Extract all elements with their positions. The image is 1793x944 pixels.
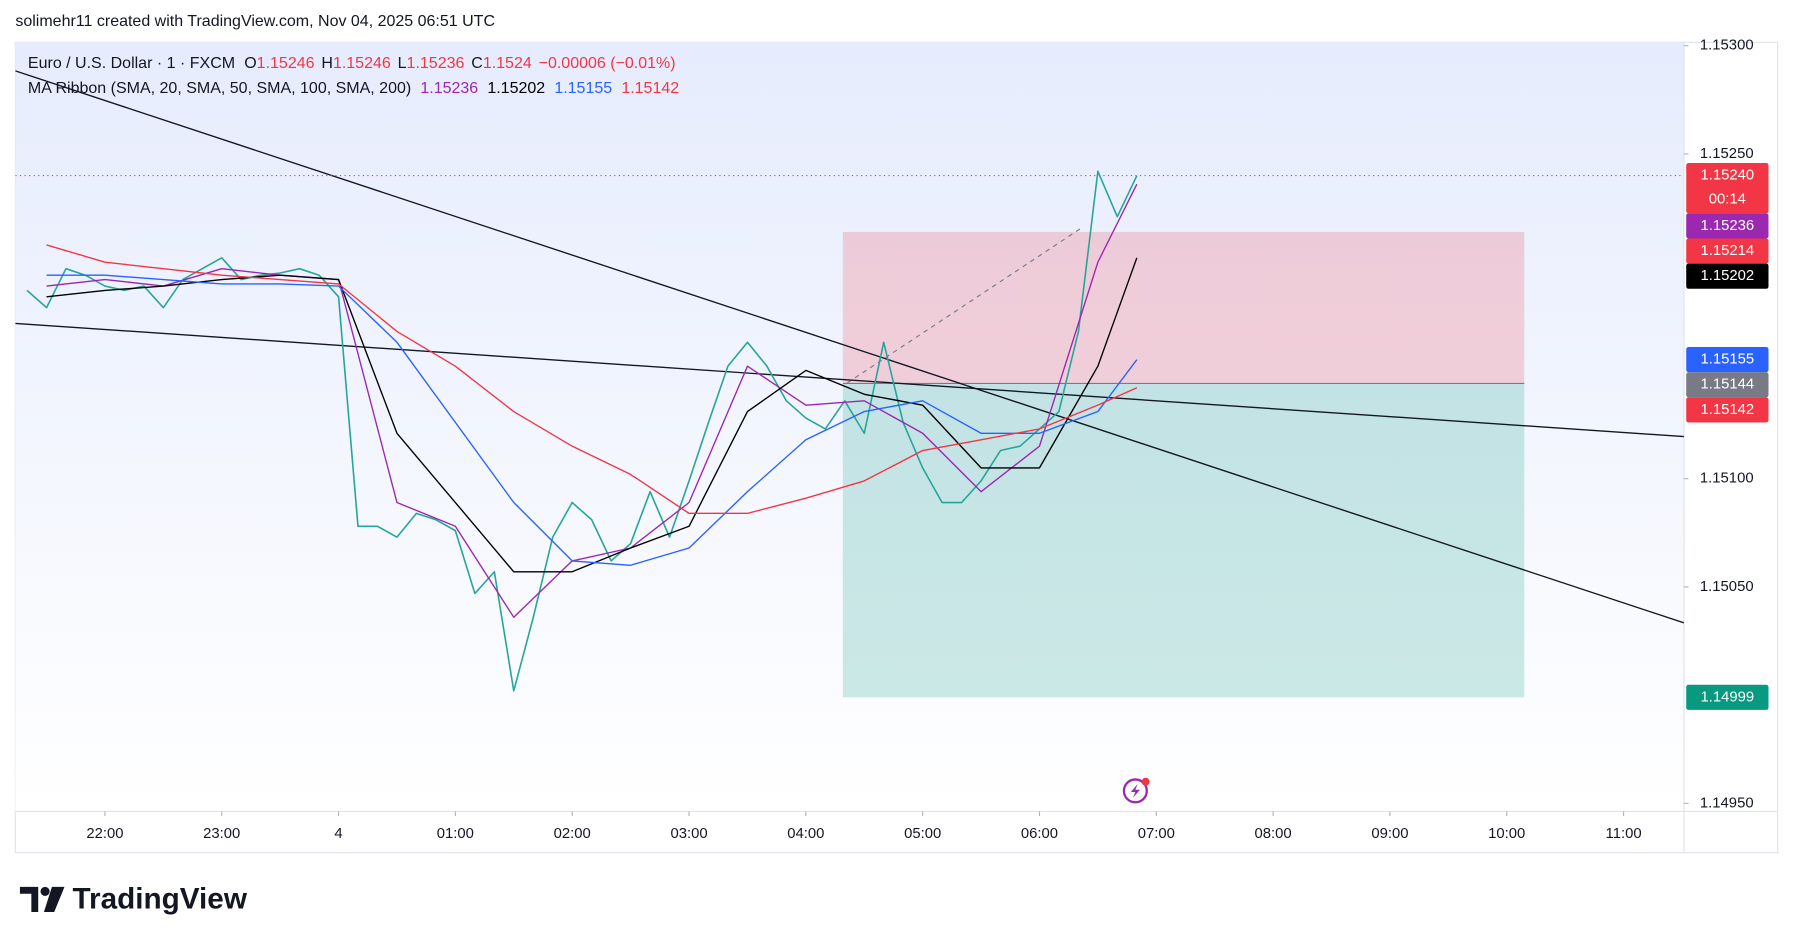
x-tick-label: 08:00 [1255,826,1292,842]
ohlc-value: 1.15246 [257,55,315,72]
ohlc-value: 1.1524 [483,55,532,72]
price-label-box [1686,397,1769,423]
indicator: MA Ribbon (SMA, 20, SMA, 50, SMA, 100, S… [28,80,411,97]
trend-line [15,70,1684,624]
x-tick-label: 4 [334,826,342,842]
x-tick-label: 09:00 [1371,826,1408,842]
price-label: 1.15142 [1701,402,1755,418]
logo: TradingView [19,882,248,915]
logo-mark [40,886,50,896]
price-label-box [1686,213,1769,239]
ma-value: 1.15236 [420,80,478,97]
price-label: 1.15202 [1701,268,1755,284]
ohlc-key: O [244,55,256,72]
logo-mark [19,886,39,912]
x-tick-label: 23:00 [203,826,240,842]
position-tool [842,231,1525,698]
price-label-box [1686,372,1769,398]
y-tick-label: 1.15250 [1700,146,1754,162]
ma-line [46,244,1138,515]
x-tick-label: 10:00 [1488,826,1525,842]
icon-ring [1122,778,1148,804]
y-tick-label: 1.15100 [1700,471,1754,487]
ma-value: 1.15142 [621,80,679,97]
legend: Euro / U.S. Dollar · 1 · FXCM O1.15246 H1.… [28,55,679,97]
price-label-box [1686,263,1769,289]
ohlc-key: H [321,55,333,72]
legend-ma: MA Ribbon (SMA, 20, SMA, 50, SMA, 100, S… [28,80,679,97]
ohlc-value: 1.15246 [333,55,391,72]
plot [15,70,1684,698]
x-tick-label: 05:00 [904,826,941,842]
icon-bolt [1130,784,1140,798]
ohlc-value: 1.15236 [407,55,465,72]
x-tick-label: 11:00 [1606,826,1642,842]
target-zone [842,383,1525,698]
y-tick-label: 1.14950 [1700,795,1754,811]
price-label-box [1686,163,1769,214]
x-tick-label: 07:00 [1138,826,1175,842]
x-tick-label: 01:00 [437,826,474,842]
ma-value: 1.15202 [487,80,545,97]
x-tick-label: 02:00 [554,826,591,842]
price-label: 1.14999 [1701,689,1755,705]
alert-icon [1122,777,1150,804]
symbol: Euro / U.S. Dollar · 1 · FXCM [28,55,235,72]
axes: 1.15300 1.15250 1.15100 1.15050 1.14950 22:00… [86,38,1769,842]
change: −0.00006 (−0.01%) [539,55,676,72]
price-label: 1.15240 [1701,168,1755,184]
ohlc-key: L [398,55,407,72]
price-label: 1.15236 [1701,218,1755,234]
price-label-box [1686,347,1769,373]
header: solimehr11 created with TradingView.com,… [15,13,495,30]
price-line-series [26,170,1138,692]
x-tick-label: 03:00 [670,826,707,842]
plot-area [15,42,1684,812]
x-tick-label: 06:00 [1021,826,1058,842]
price-label: 1.15144 [1701,377,1755,393]
ma-line [46,257,1138,573]
stop-zone [842,231,1525,384]
ma-line [46,274,1138,566]
price-label-box [1686,684,1769,710]
position-path [847,228,1081,384]
legend-ohlc: Euro / U.S. Dollar · 1 · FXCM O1.15246 H1.… [28,55,676,72]
x-tick-label: 04:00 [787,826,824,842]
x-tick-label: 22:00 [86,826,123,842]
trend-line [15,322,1684,438]
y-tick-label: 1.15050 [1700,579,1754,595]
countdown: 00:14 [1709,192,1746,208]
price-label-box [1686,238,1769,264]
logo-mark [43,886,65,912]
ma-value: 1.15155 [554,80,612,97]
ma-line [46,183,1138,618]
icon-dot [1141,777,1150,786]
logo-text: TradingView [72,882,247,915]
y-tick-label: 1.15300 [1700,38,1754,54]
price-label: 1.15155 [1701,352,1755,368]
ohlc-key: C [471,55,483,72]
series-lines [15,170,1684,692]
price-label: 1.15214 [1701,243,1755,259]
